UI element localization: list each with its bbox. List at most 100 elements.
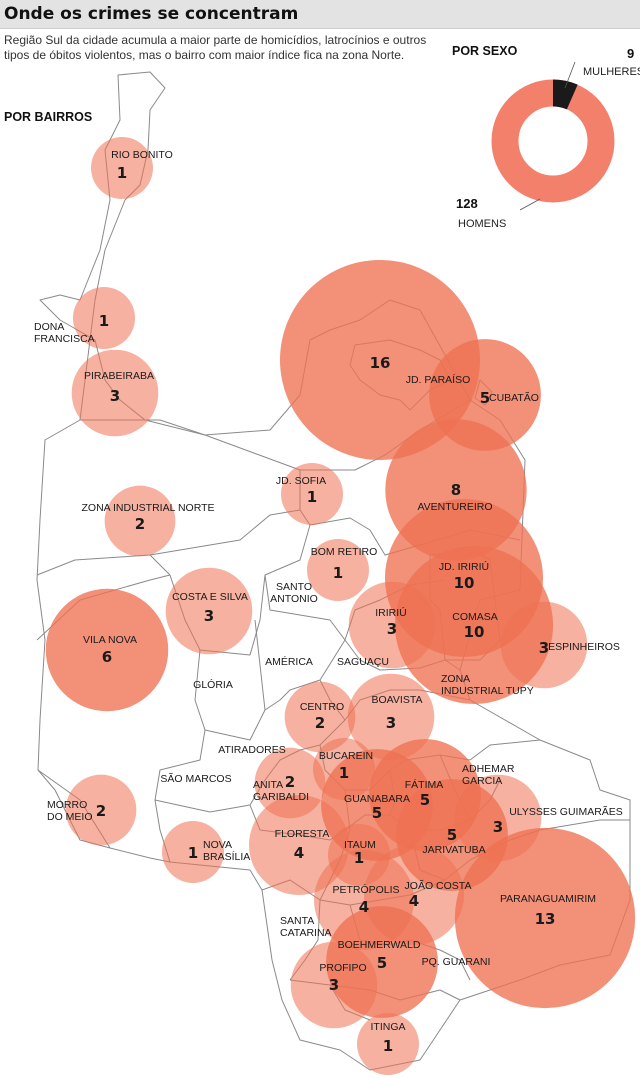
donut-women-arc: [552, 79, 578, 110]
by-neighborhood-label: POR BAIRROS: [4, 110, 93, 124]
count-itaum: 1: [354, 849, 364, 867]
count-costa-e-silva: 3: [204, 607, 214, 625]
bubble-bucarein: [313, 738, 375, 800]
label-santa-catarina-line1: SANTA: [280, 915, 314, 927]
count-pirabeiraba: 3: [110, 387, 120, 405]
men-label: HOMENS: [458, 218, 507, 230]
label-nova-brasilia-line2: BRASÍLIA: [203, 850, 250, 863]
bubble-itaum: [328, 824, 390, 886]
label-america: AMÉRICA: [265, 655, 313, 668]
label-rio-bonito: RIO BONITO: [111, 149, 173, 161]
count-zona-industrial-norte: 2: [135, 515, 145, 533]
count-rio-bonito: 1: [117, 164, 127, 182]
label-itaum: ITAUM: [344, 839, 376, 851]
bubble-zona-industrial-norte: [104, 485, 176, 557]
label-santa-catarina-line2: CATARINA: [280, 927, 332, 939]
bubble-ulysses-guimaraes: [454, 774, 542, 862]
label-saguacu: SAGUAÇU: [337, 656, 389, 668]
donut-men-arc: [491, 79, 615, 203]
label-santo-antonio-line1: SANTO: [276, 581, 312, 593]
label-zona-industrial-norte: ZONA INDUSTRIAL NORTE: [81, 502, 214, 514]
count-ulysses-guimaraes: 3: [493, 818, 503, 836]
label-jd-paraiso: JD. PARAÍSO: [406, 373, 471, 386]
bubble-bom-retiro: [307, 539, 369, 601]
bubble-espinheiros: [500, 601, 588, 689]
label-costa-e-silva: COSTA E SILVA: [172, 591, 248, 603]
label-gloria: GLÓRIA: [193, 678, 233, 691]
label-nova-brasilia-line1: NOVA: [203, 839, 232, 851]
bubble-layer: [45, 137, 636, 1075]
count-bucarein: 1: [339, 764, 349, 782]
count-espinheiros: 3: [539, 639, 549, 657]
label-joao-costa: JOÃO COSTA: [405, 879, 472, 892]
label-floresta: FLORESTA: [275, 828, 330, 840]
bubble-profipo: [290, 941, 378, 1029]
count-aventureiro: 8: [451, 481, 461, 499]
label-adhemar-garcia-line1: ADHEMAR: [462, 763, 515, 775]
label-boehmerwald: BOEHMERWALD: [338, 939, 421, 951]
count-paranaguamirim: 13: [535, 910, 556, 928]
label-boavista: BOAVISTA: [372, 694, 423, 706]
label-cubatao: CUBATÃO: [489, 391, 539, 404]
label-petropolis: PETRÓPOLIS: [332, 883, 399, 896]
title-bar: Onde os crimes se concentram: [0, 0, 640, 29]
label-paranaguamirim: PARANAGUAMIRIM: [500, 893, 596, 905]
men-value: 128: [456, 196, 478, 211]
label-centro: CENTRO: [300, 701, 344, 713]
count-bom-retiro: 1: [333, 564, 343, 582]
label-pirabeiraba: PIRABEIRABA: [84, 370, 154, 382]
bubble-nova-brasilia: [162, 821, 224, 883]
label-guanabara: GUANABARA: [344, 793, 410, 805]
label-zona-industrial-tupy-line1: ZONA: [441, 673, 470, 685]
women-value: 9: [627, 46, 635, 61]
label-vila-nova: VILA NOVA: [83, 634, 137, 646]
label-bom-retiro: BOM RETIRO: [311, 546, 378, 558]
label-sao-marcos: SÃO MARCOS: [160, 772, 231, 785]
count-boehmerwald: 5: [377, 954, 387, 972]
label-espinheiros: ESPINHEIROS: [548, 641, 620, 653]
label-jd-iririu: JD. IRIRIÚ: [439, 560, 489, 573]
label-adhemar-garcia-line2: GARCIA: [462, 775, 502, 787]
count-comasa: 10: [464, 623, 485, 641]
label-dona-francisca-line1: DONA: [34, 321, 64, 333]
by-sex-label: POR SEXO: [452, 44, 518, 58]
bubble-centro: [284, 681, 356, 753]
label-morro-do-meio-line1: MORRO: [47, 799, 87, 811]
count-fatima: 5: [420, 791, 430, 809]
count-profipo: 3: [329, 976, 339, 994]
bubble-itinga: [357, 1013, 419, 1075]
label-aventureiro: AVENTUREIRO: [417, 501, 492, 513]
label-ulysses-guimaraes: ULYSSES GUIMARÃES: [509, 805, 623, 818]
label-anita-garibaldi-line1: ANITA: [253, 779, 283, 791]
count-dona-francisca: 1: [99, 312, 109, 330]
count-jarivatuba: 5: [447, 826, 457, 844]
bubble-joao-costa: [364, 845, 464, 945]
label-itinga: ITINGA: [370, 1021, 405, 1033]
count-itinga: 1: [383, 1037, 393, 1055]
bubble-iririu: [348, 581, 436, 669]
bubble-cubatao: [429, 339, 541, 451]
label-jarivatuba: JARIVATUBA: [422, 844, 485, 856]
bubble-dona-francisca: [73, 287, 135, 349]
page-title: Onde os crimes se concentram: [4, 4, 299, 24]
count-jd-paraiso: 16: [370, 354, 391, 372]
label-comasa: COMASA: [452, 611, 498, 623]
bubble-rio-bonito: [91, 137, 153, 199]
count-jd-sofia: 1: [307, 488, 317, 506]
count-nova-brasilia: 1: [188, 844, 198, 862]
label-bucarein: BUCAREIN: [319, 750, 373, 762]
count-boavista: 3: [386, 714, 396, 732]
count-morro-do-meio: 2: [96, 802, 106, 820]
label-anita-garibaldi-line2: GARIBALDI: [253, 791, 309, 803]
bubble-anita-garibaldi: [254, 747, 326, 819]
count-guanabara: 5: [372, 804, 382, 822]
label-morro-do-meio-line2: DO MEIO: [47, 811, 93, 823]
count-petropolis: 4: [359, 898, 369, 916]
women-leader-line: [564, 61, 576, 89]
label-zona-industrial-tupy-line2: INDUSTRIAL TUPY: [441, 685, 534, 697]
label-santo-antonio-line2: ANTONIO: [270, 593, 318, 605]
page-subtitle: Região Sul da cidade acumula a maior par…: [4, 33, 427, 62]
label-profipo: PROFIPO: [319, 962, 366, 974]
